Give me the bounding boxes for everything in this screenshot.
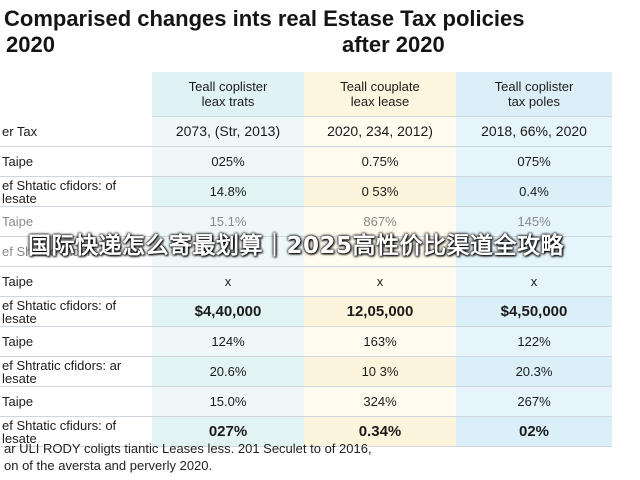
title-line-1: Comparised changes ints real Estase Tax …: [4, 6, 525, 31]
row-label: Taipe: [0, 146, 152, 177]
table-row: ef Shtratic cfidors: ar lesate 20.6% 10 …: [0, 356, 612, 387]
chart-title: Comparised changes ints real Estase Tax …: [4, 6, 636, 57]
row-label: Taipe: [0, 326, 152, 357]
table-cell: 025%: [152, 146, 304, 177]
table-cell: 0.4%: [456, 176, 612, 207]
table-cell: 2020, 234, 2012): [304, 116, 456, 147]
table-cell: 124%: [152, 326, 304, 357]
title-line-2-right: after 2020: [342, 32, 445, 57]
footnote: ar ULI RODY coligts tiantic Leases less.…: [4, 440, 624, 474]
table-row: er Tax 2073, (Str, 2013) 2020, 234, 2012…: [0, 116, 612, 147]
table-cell: $4,40,000: [152, 296, 304, 327]
table-cell: 20.3%: [456, 356, 612, 387]
table-row: Taipe x x x: [0, 266, 612, 297]
row-label: ef Shtratic cfidors: ar lesate: [0, 356, 152, 387]
row-label: ef Shtatic cfidors:: [0, 236, 152, 267]
table-cell: 122%: [456, 326, 612, 357]
table-cell: 0 53%: [304, 176, 456, 207]
column-header-3: Teall coplister tax poles: [456, 72, 612, 117]
row-label: Taipe: [0, 206, 152, 237]
table-cell: 163%: [304, 326, 456, 357]
table-cell: [152, 236, 304, 267]
table-cell: 2018, 66%, 2020: [456, 116, 612, 147]
footnote-line-1: ar ULI RODY coligts tiantic Leases less.…: [4, 441, 372, 456]
table-cell: [304, 236, 456, 267]
table-cell: 10 3%: [304, 356, 456, 387]
column-header-2-line-2: leax lease: [350, 94, 410, 109]
table-cell: 12,05,000: [304, 296, 456, 327]
table-cell: 075%: [456, 146, 612, 177]
table-cell: 02%: [456, 416, 612, 447]
table-cell: 027%: [152, 416, 304, 447]
column-header-1-line-1: Teall coplister: [188, 79, 268, 94]
column-header-2: Teall couplate leax lease: [304, 72, 456, 117]
column-header-3-line-1: Teall coplister: [494, 79, 574, 94]
table-row: ef Shtatic cfidors:: [0, 236, 612, 267]
table-cell: 267%: [456, 386, 612, 417]
footnote-line-2: on of the aversta and perverly 2020.: [4, 458, 213, 473]
table-cell: 15.1%: [152, 206, 304, 237]
row-label: er Tax: [0, 116, 152, 147]
column-header-3-line-2: tax poles: [507, 94, 561, 109]
column-header-1-line-2: leax trats: [201, 94, 255, 109]
column-header-1: Teall coplister leax trats: [152, 72, 304, 117]
table-cell: 0.34%: [304, 416, 456, 447]
column-header-2-line-1: Teall couplate: [340, 79, 420, 94]
table-row: Taipe 124% 163% 122%: [0, 326, 612, 357]
row-label: Taipe: [0, 266, 152, 297]
table-cell: 145%: [456, 206, 612, 237]
row-label: ef Shtatic cfidors: of lesate: [0, 176, 152, 207]
comparison-table: Teall coplister leax trats Teall couplat…: [0, 72, 612, 447]
table-cell: 867%: [304, 206, 456, 237]
table-cell: x: [456, 266, 612, 297]
table-row: Taipe 15.0% 324% 267%: [0, 386, 612, 417]
table-cell: 20.6%: [152, 356, 304, 387]
table-row: ef Shtatic cfidors: of lesate $4,40,000 …: [0, 296, 612, 327]
table-row: Taipe 15.1% 867% 145%: [0, 206, 612, 237]
header-corner: [0, 72, 152, 117]
table-cell: 0.75%: [304, 146, 456, 177]
table-row: ef Shtatic cfidors: of lesate 14.8% 0 53…: [0, 176, 612, 207]
table-cell: 324%: [304, 386, 456, 417]
table-cell: [456, 236, 612, 267]
row-label: Taipe: [0, 386, 152, 417]
table-cell: $4,50,000: [456, 296, 612, 327]
table-row: Taipe 025% 0.75% 075%: [0, 146, 612, 177]
watermark-overlay: 国际快递怎么寄最划算｜2025高性价比渠道全攻略: [28, 233, 565, 259]
table-cell: x: [304, 266, 456, 297]
table-cell: 15.0%: [152, 386, 304, 417]
table-row: ef Shtatic cfidurs: of lesate 027% 0.34%…: [0, 416, 612, 447]
table-cell: 2073, (Str, 2013): [152, 116, 304, 147]
row-label: ef Shtatic cfidurs: of lesate: [0, 416, 152, 447]
table-cell: x: [152, 266, 304, 297]
table-header-row: Teall coplister leax trats Teall couplat…: [0, 72, 612, 117]
table-cell: 14.8%: [152, 176, 304, 207]
row-label: ef Shtatic cfidors: of lesate: [0, 296, 152, 327]
title-line-2-left: 2020: [6, 32, 55, 57]
